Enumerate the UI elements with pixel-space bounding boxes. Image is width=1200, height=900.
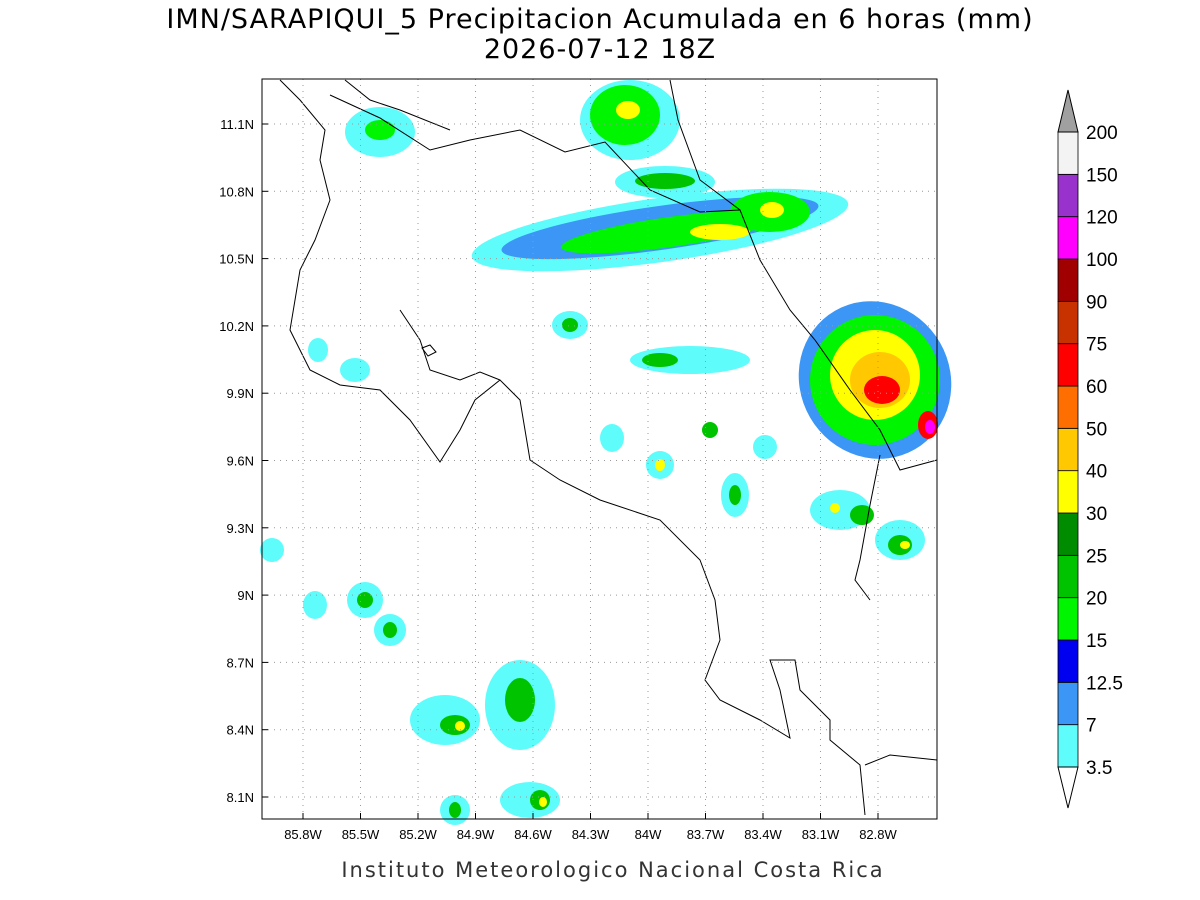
footer: Instituto Meteorologico Nacional Costa R… (341, 858, 884, 882)
colorbar-label: 7 (1086, 716, 1097, 737)
lon-label: 83.1W (802, 827, 840, 842)
lat-label: 10.2N (219, 319, 254, 334)
lon-label: 83.4W (744, 827, 782, 842)
colorbar-box (1057, 300, 1079, 345)
colorbar-box (1057, 681, 1079, 726)
lat-label: 11.1N (220, 117, 254, 132)
colorbar-label: 100 (1086, 250, 1118, 271)
lon-label: 82.8W (859, 827, 897, 842)
lon-label: 84W (635, 827, 662, 842)
colorbar-box (1057, 258, 1079, 302)
colorbar-box (1057, 427, 1079, 472)
colorbar-label: 90 (1086, 292, 1107, 313)
colorbar-label: 60 (1086, 377, 1107, 398)
lon-label: 84.3W (572, 827, 610, 842)
lon-label: 85.2W (399, 827, 437, 842)
colorbar-label: 25 (1086, 546, 1107, 567)
colorbar-label: 120 (1086, 208, 1118, 229)
title: IMN/SARAPIQUI_5 Precipitacion Acumulada … (166, 4, 1033, 35)
colorbar-under (1057, 766, 1079, 809)
colorbar-label: 15 (1086, 631, 1107, 652)
colorbar-over (1057, 89, 1079, 133)
colorbar-label: 20 (1086, 589, 1107, 610)
colorbar-box (1057, 554, 1079, 599)
colorbar-label: 30 (1086, 504, 1107, 525)
colorbar-label: 12.5 (1086, 673, 1123, 694)
colorbar-box (1057, 343, 1079, 387)
colorbar-label: 150 (1086, 165, 1118, 186)
colorbar-box (1057, 173, 1079, 218)
map-frame (261, 78, 938, 820)
colorbar-label: 40 (1086, 462, 1107, 483)
colorbar-box (1057, 131, 1079, 175)
colorbar-box (1057, 512, 1079, 556)
lon-label: 84.6W (514, 827, 552, 842)
lat-label: 10.8N (219, 184, 254, 199)
colorbar-label: 3.5 (1086, 758, 1112, 779)
lon-label: 83.7W (687, 827, 725, 842)
colorbar-label: 75 (1086, 335, 1107, 356)
colorbar-box (1057, 597, 1079, 641)
colorbar-box (1057, 216, 1079, 260)
colorbar (1057, 89, 1079, 809)
lon-label: 84.9W (457, 827, 495, 842)
colorbar-box (1057, 470, 1079, 514)
colorbar-box (1057, 639, 1079, 683)
graticule (262, 79, 937, 819)
colorbar-box (1057, 385, 1079, 429)
lat-label: 9.6N (227, 454, 254, 469)
colorbar-label: 200 (1086, 123, 1118, 144)
lat-label: 8.4N (227, 723, 254, 738)
lat-label: 8.1N (227, 790, 254, 805)
lat-label: 9.3N (227, 521, 254, 536)
precipitation-field (260, 80, 952, 825)
lat-label: 10.5N (219, 252, 254, 267)
lat-label: 9.9N (227, 386, 254, 401)
colorbar-label: 50 (1086, 419, 1107, 440)
subtitle: 2026-07-12 18Z (484, 34, 716, 65)
lat-label: 8.7N (227, 655, 254, 670)
colorbar-box (1057, 724, 1079, 768)
lon-label: 85.8W (284, 827, 322, 842)
lon-label: 85.5W (342, 827, 380, 842)
lat-label: 9N (237, 588, 254, 603)
